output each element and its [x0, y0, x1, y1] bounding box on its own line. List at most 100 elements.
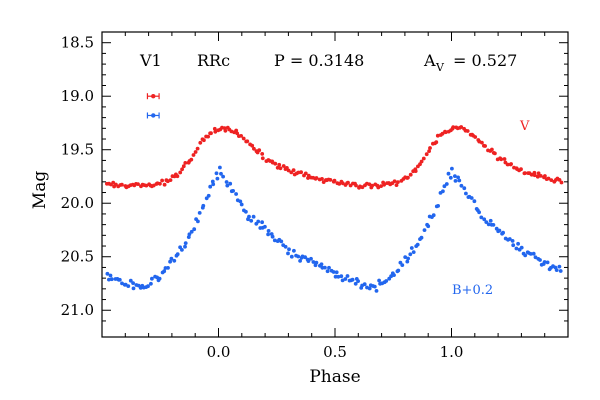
b-data-point: [169, 256, 174, 261]
v-data-point: [543, 174, 547, 178]
b-data-point: [426, 224, 431, 229]
y-tick-label: 19.5: [61, 141, 94, 159]
b-data-point: [459, 183, 464, 188]
b-data-point: [516, 241, 520, 246]
b-data-point: [234, 192, 239, 196]
b-data-point: [453, 179, 458, 183]
b-data-point: [384, 279, 389, 283]
b-data-point: [462, 186, 467, 191]
v-data-point: [314, 176, 319, 180]
b-data-point: [367, 286, 372, 291]
b-data-point: [372, 284, 377, 289]
b-data-point: [510, 239, 515, 243]
b-data-point: [340, 278, 345, 283]
y-axis-label: Mag: [30, 171, 50, 210]
b-data-point: [298, 259, 302, 263]
b-data-point: [201, 203, 206, 208]
b-data-point: [128, 278, 133, 283]
axes-layer: 0.0 0.5 1.0 18.5 19.0 19.5 20.0 20.5 21.0: [61, 31, 569, 361]
b-data-point: [558, 269, 563, 273]
b-data-point: [356, 279, 360, 283]
b-data-point: [479, 215, 484, 220]
v-data-point: [281, 164, 286, 168]
v-data-point: [394, 183, 399, 188]
y-tick-label: 21.0: [61, 301, 94, 319]
b-data-point: [446, 171, 451, 176]
b-data-point: [396, 268, 401, 273]
v-data-point: [286, 168, 291, 173]
b-data-point: [409, 246, 414, 250]
v-data-point: [370, 183, 374, 188]
b-data-point: [109, 277, 114, 282]
v-data-point: [111, 180, 116, 185]
v-data-point: [523, 171, 527, 176]
b-data-point: [456, 175, 460, 180]
b-data-point: [287, 247, 291, 252]
v-data-point: [195, 146, 200, 151]
x-axis-label: Phase: [309, 367, 360, 387]
v-data-point: [546, 176, 551, 181]
b-error-bar-point: [151, 113, 156, 118]
labels-layer: Phase Mag V1 RRc P = 0.3148 A V = 0.527 …: [30, 51, 530, 387]
b-data-point: [448, 175, 453, 180]
b-data-point: [231, 189, 236, 193]
y-tick-label: 18.5: [61, 34, 94, 52]
v-data-point: [257, 148, 262, 153]
b-data-point: [183, 244, 187, 249]
b-data-point: [450, 166, 454, 171]
b-data-point: [497, 228, 502, 233]
b-data-point: [166, 266, 170, 270]
b-data-point: [131, 281, 136, 285]
v-data-point: [275, 165, 280, 170]
b-data-point: [180, 248, 184, 252]
v-data-point: [559, 180, 564, 185]
b-data-point: [331, 270, 336, 274]
b-data-point: [311, 260, 316, 264]
data-points-layer: [105, 93, 564, 293]
v-data-point: [245, 139, 250, 144]
b-data-point: [146, 284, 150, 289]
b-data-point: [126, 284, 131, 288]
b-data-point: [131, 286, 136, 291]
b-data-point: [325, 269, 330, 274]
v-data-point: [360, 185, 365, 190]
b-data-point: [389, 274, 393, 279]
b-data-point: [117, 277, 122, 282]
b-data-point: [292, 248, 296, 253]
v-data-point: [252, 146, 256, 151]
v-data-point: [483, 144, 487, 148]
b-data-point: [244, 209, 248, 214]
b-data-point: [256, 219, 261, 224]
v-data-point: [435, 133, 440, 138]
b-data-point: [523, 253, 528, 258]
v-data-point: [408, 172, 413, 177]
v-data-point: [440, 131, 445, 136]
v-data-point: [175, 174, 180, 179]
b-data-point: [183, 241, 188, 246]
v-data-point: [421, 156, 426, 161]
v-data-point: [465, 129, 470, 133]
b-data-point: [374, 289, 379, 293]
b-data-point: [477, 210, 481, 215]
b-data-point: [531, 251, 536, 256]
b-data-point: [403, 255, 408, 259]
b-data-point: [464, 191, 468, 196]
b-data-point: [415, 242, 420, 247]
v-data-point: [535, 174, 540, 179]
v-data-point: [434, 140, 439, 145]
b-data-point: [444, 182, 449, 186]
v-data-point: [202, 138, 206, 143]
b-data-point: [431, 213, 436, 218]
b-data-point: [150, 276, 154, 281]
b-data-point: [436, 204, 440, 208]
b-data-point: [538, 258, 542, 262]
b-data-point: [457, 178, 462, 183]
v-data-point: [320, 177, 324, 181]
b-data-point: [211, 182, 216, 187]
v-data-point: [260, 152, 265, 156]
v-data-point: [234, 128, 239, 133]
v-data-point: [168, 178, 173, 183]
b-data-point: [309, 256, 313, 261]
b-data-point: [215, 176, 220, 181]
